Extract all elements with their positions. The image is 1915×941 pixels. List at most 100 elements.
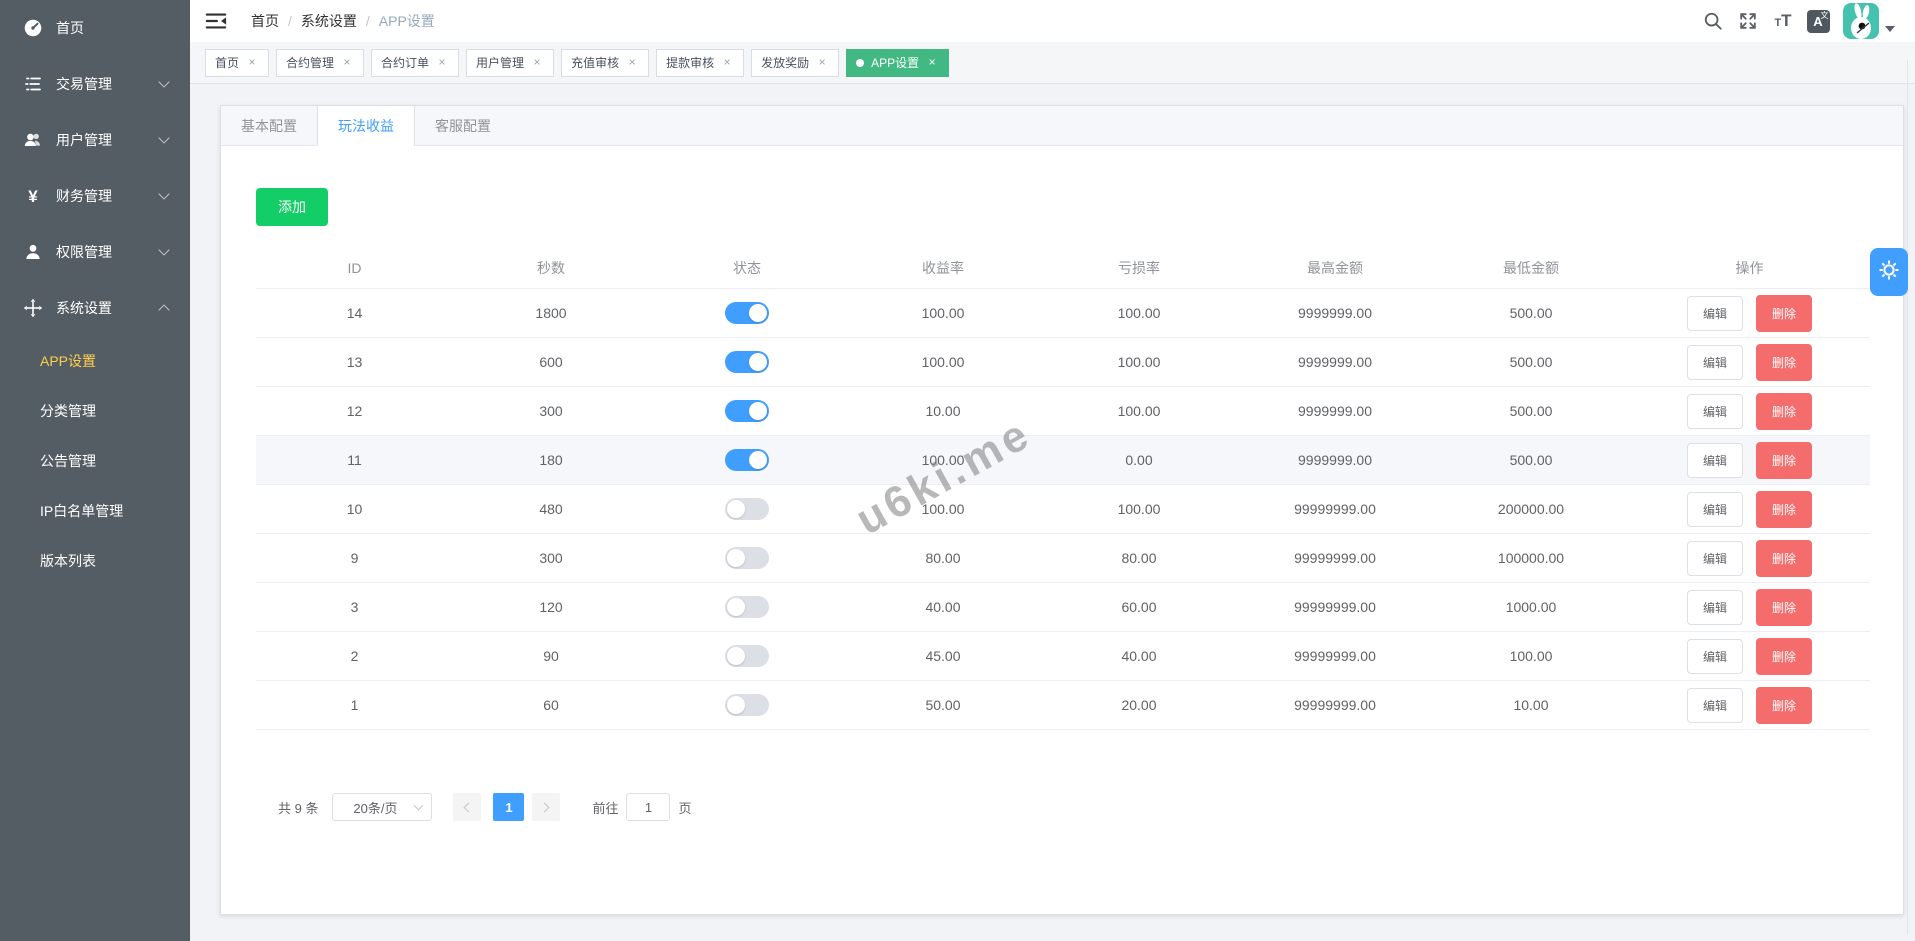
status-toggle[interactable] — [725, 351, 769, 373]
delete-button[interactable]: 删除 — [1756, 294, 1813, 332]
sidebar-subitem-ip-whitelist[interactable]: IP白名单管理 — [40, 503, 124, 519]
sidebar-item-trade[interactable]: 交易管理 — [0, 56, 190, 112]
fullscreen-icon[interactable] — [1735, 8, 1761, 34]
sidebar-item-home[interactable]: 首页 — [0, 0, 190, 56]
edit-button[interactable]: 编辑 — [1686, 491, 1743, 527]
tab-play-profit[interactable]: 玩法收益 — [317, 106, 415, 146]
tag-用户管理[interactable]: 用户管理 × — [466, 48, 555, 77]
delete-button[interactable]: 删除 — [1756, 343, 1813, 381]
tag-APP设置[interactable]: APP设置 × — [846, 48, 950, 77]
close-icon[interactable]: × — [928, 54, 936, 69]
tag-合约管理[interactable]: 合约管理 × — [276, 48, 365, 77]
page-number-1[interactable]: 1 — [493, 793, 525, 821]
tab-panel: 添加 ID 秒数 状态 收益率 亏损率 最高金额 最低金额 操作 14 1800 100.00 10… — [221, 146, 1903, 821]
delete-button[interactable]: 删除 — [1756, 637, 1813, 675]
page-size-select[interactable]: 20条/页 — [332, 793, 433, 821]
close-icon[interactable]: × — [818, 54, 826, 69]
avatar[interactable] — [1843, 3, 1879, 39]
edit-button[interactable]: 编辑 — [1686, 638, 1743, 674]
search-icon[interactable] — [1700, 8, 1726, 34]
cell-profit-rate: 45.00 — [925, 648, 961, 664]
delete-button[interactable]: 删除 — [1756, 392, 1813, 430]
delete-button[interactable]: 删除 — [1756, 441, 1813, 479]
delete-button[interactable]: 删除 — [1756, 490, 1813, 528]
edit-button[interactable]: 编辑 — [1686, 442, 1743, 478]
cell-actions: 编辑 删除 — [1629, 294, 1870, 332]
next-page-button[interactable] — [532, 793, 561, 821]
edit-button[interactable]: 编辑 — [1686, 393, 1743, 429]
breadcrumb-separator: / — [288, 13, 292, 29]
status-toggle[interactable] — [725, 449, 769, 471]
sidebar-item-label: 交易管理 — [56, 76, 112, 92]
chevron-right-icon — [540, 802, 550, 812]
tag-合约订单[interactable]: 合约订单 × — [371, 48, 460, 77]
tag-提款审核[interactable]: 提款审核 × — [656, 48, 745, 77]
cell-actions: 编辑 删除 — [1629, 490, 1870, 528]
svg-text:¥: ¥ — [28, 187, 38, 206]
tag-发放奖励[interactable]: 发放奖励 × — [751, 48, 840, 77]
close-icon[interactable]: × — [438, 54, 446, 69]
tag-首页[interactable]: 首页 × — [205, 48, 270, 77]
breadcrumb-system-settings[interactable]: 系统设置 — [300, 13, 357, 29]
status-toggle[interactable] — [725, 547, 769, 569]
prev-page-button[interactable] — [453, 793, 482, 821]
sidebar-subitem-app-settings[interactable]: APP设置 — [40, 353, 97, 369]
sidebar-subitem-category[interactable]: 分类管理 — [40, 403, 96, 419]
close-icon[interactable]: × — [723, 54, 731, 69]
delete-button[interactable]: 删除 — [1756, 539, 1813, 577]
edit-button[interactable]: 编辑 — [1686, 540, 1743, 576]
edit-button[interactable]: 编辑 — [1686, 589, 1743, 625]
dashboard-icon — [22, 18, 44, 38]
cell-id: 1 — [350, 697, 359, 713]
status-toggle[interactable] — [725, 498, 769, 520]
sidebar-subitem-versions[interactable]: 版本列表 — [40, 553, 96, 569]
delete-button[interactable]: 删除 — [1756, 588, 1813, 626]
edit-button[interactable]: 编辑 — [1686, 687, 1743, 723]
cell-loss-rate: 20.00 — [1121, 697, 1157, 713]
tab-customer-service[interactable]: 客服配置 — [435, 118, 491, 134]
sidebar-subitem-announcement[interactable]: 公告管理 — [40, 453, 96, 469]
caret-down-icon[interactable] — [1885, 26, 1895, 32]
cell-profit-rate: 100.00 — [921, 305, 965, 321]
close-icon[interactable]: × — [533, 54, 541, 69]
breadcrumb: 首页 / 系统设置 / APP设置 — [251, 11, 435, 31]
sidebar-item-system[interactable]: 系统设置 — [0, 280, 190, 336]
delete-button[interactable]: 删除 — [1756, 686, 1813, 724]
cell-id: 14 — [346, 305, 363, 321]
tag-label: 合约管理 — [286, 56, 335, 70]
tag-充值审核[interactable]: 充值审核 × — [561, 48, 650, 77]
cell-seconds: 600 — [539, 354, 563, 370]
hamburger-icon[interactable] — [203, 8, 229, 34]
sidebar-item-permission[interactable]: 权限管理 — [0, 224, 190, 280]
breadcrumb-separator: / — [365, 13, 370, 29]
cell-id: 3 — [350, 599, 359, 615]
goto-page-input[interactable] — [626, 793, 671, 821]
sidebar-item-users[interactable]: 用户管理 — [0, 112, 190, 168]
edit-button[interactable]: 编辑 — [1686, 344, 1743, 380]
status-toggle[interactable] — [725, 596, 769, 618]
edit-button[interactable]: 编辑 — [1686, 295, 1743, 331]
sidebar-item-finance[interactable]: ¥ 财务管理 — [0, 168, 190, 224]
cell-actions: 编辑 删除 — [1629, 441, 1870, 479]
tab-basic-config[interactable]: 基本配置 — [241, 118, 297, 134]
finance-icon: ¥ — [22, 186, 44, 206]
chevron-down-icon — [414, 800, 424, 811]
close-icon[interactable]: × — [343, 54, 351, 69]
chevron-down-icon — [158, 76, 170, 88]
tag-label: APP设置 — [871, 56, 920, 70]
close-icon[interactable]: × — [628, 54, 636, 69]
active-dot — [856, 58, 865, 67]
table-row: 13 600 100.00 100.00 9999999.00 500.00 编辑 删除 — [256, 338, 1870, 387]
close-icon[interactable]: × — [248, 54, 256, 69]
cell-status — [649, 449, 845, 471]
cell-min-amount: 200000.00 — [1497, 501, 1565, 517]
add-button[interactable]: 添加 — [256, 188, 328, 226]
status-toggle[interactable] — [725, 400, 769, 422]
status-toggle[interactable] — [725, 302, 769, 324]
status-toggle[interactable] — [725, 645, 769, 667]
font-size-icon[interactable]: TT — [1774, 11, 1792, 30]
breadcrumb-home[interactable]: 首页 — [251, 13, 279, 29]
status-toggle[interactable] — [725, 694, 769, 716]
settings-gear-button[interactable] — [1870, 248, 1908, 296]
